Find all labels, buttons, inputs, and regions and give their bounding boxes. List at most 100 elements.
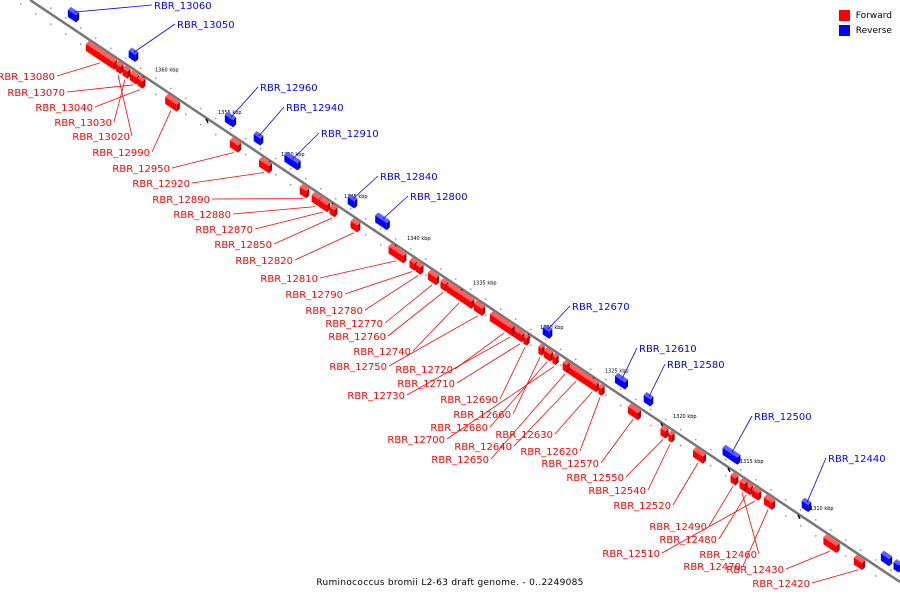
tick-mark [797, 514, 801, 520]
gene-label: RBR_12720 [395, 365, 453, 376]
tick-label: 1335 kbp [473, 280, 497, 286]
legend-reverse: Reverse [838, 23, 892, 38]
track-dot [200, 123, 202, 126]
gene-label: RBR_12420 [752, 579, 810, 590]
forward-gene [730, 472, 739, 486]
track-dot [185, 113, 187, 116]
leader-line [73, 4, 153, 13]
leader-line [406, 336, 511, 396]
track-dot [425, 258, 427, 260]
track-dot [215, 133, 217, 136]
track-dot [260, 147, 262, 150]
track-dot [815, 519, 817, 521]
leader-line [258, 106, 285, 137]
track-dot [140, 67, 142, 70]
track-dot [440, 268, 442, 270]
reverse-gene [880, 550, 893, 567]
track-dot [335, 198, 337, 200]
gene-label: RBR_12730 [347, 391, 405, 402]
gene-label: RBR_13080 [0, 72, 55, 83]
tick-label: 1330 kbp [540, 325, 564, 331]
forward-gene [115, 60, 124, 75]
gene-label: RBR_13020 [72, 132, 130, 143]
track-dot [740, 468, 742, 471]
reverse-gene [67, 6, 80, 23]
leader-line [490, 373, 566, 460]
track-dot [785, 499, 787, 501]
track-dot [95, 37, 97, 39]
gene-label: RBR_12670 [572, 302, 630, 313]
leader-line [117, 74, 133, 137]
leader-line [171, 152, 235, 169]
track-dot [80, 27, 82, 29]
reverse-gene [893, 559, 900, 573]
leader-line [489, 361, 548, 428]
gene-label: RBR_12520 [613, 501, 671, 512]
gene-label: RBR_12750 [329, 362, 387, 373]
track-dot [275, 173, 277, 176]
leader-line [648, 363, 666, 397]
forward-gene [329, 203, 338, 218]
gene-label: RBR_12810 [260, 274, 318, 285]
tick-label: 1325 kbp [605, 369, 629, 375]
gene-label: RBR_12820 [235, 256, 293, 267]
gene-label: RBR_13070 [7, 88, 65, 99]
reverse-gene [224, 111, 237, 128]
track-dot [50, 23, 52, 25]
track-dot [395, 238, 397, 240]
track-dot [365, 234, 367, 236]
track-dot [185, 97, 187, 100]
reverse-gene [542, 324, 553, 339]
track-dot [755, 479, 757, 481]
leader-line [388, 315, 479, 367]
forward-gene [628, 403, 641, 421]
track-dot [590, 368, 592, 371]
legend: Forward Reverse [838, 8, 892, 38]
tick-label: 1345 kbp [344, 194, 368, 200]
tick-label: 1320 kbp [673, 414, 697, 420]
track-dot [290, 167, 292, 170]
track-dot [515, 318, 517, 320]
leader-line [230, 86, 259, 118]
forward-gene [552, 352, 559, 366]
forward-gene [122, 65, 131, 79]
track-dot [170, 87, 172, 90]
leader-line [513, 380, 577, 447]
gene-label: RBR_12950 [112, 164, 170, 175]
track-dot [50, 7, 52, 9]
track-dot [485, 298, 487, 300]
leader-line [352, 175, 379, 200]
legend-forward-label: Forward [855, 10, 892, 21]
reverse-gene [801, 497, 812, 513]
track-dot [695, 438, 697, 441]
forward-gene [739, 478, 748, 492]
reverse-gene [284, 151, 301, 171]
tick-label: 1360 kbp [155, 68, 179, 74]
leader-line [294, 232, 355, 261]
gene-label: RBR_13040 [35, 103, 93, 114]
gene-label: RBR_12570 [541, 459, 599, 470]
forward-gene [823, 534, 840, 554]
leader-line [412, 302, 460, 352]
tick-mark [727, 467, 731, 473]
gene-label: RBR_12920 [132, 179, 190, 190]
track-dot [650, 408, 652, 411]
track-dot [605, 394, 607, 397]
forward-gene [523, 333, 530, 346]
track-dot [380, 244, 382, 246]
track-dot [500, 308, 502, 310]
track-dot [290, 183, 292, 186]
leader-line [319, 260, 397, 279]
reverse-gene [615, 372, 628, 390]
leader-line [741, 492, 760, 555]
track-dot [125, 57, 127, 60]
genome-backbone [29, 0, 900, 584]
gene-label: RBR_12510 [602, 549, 660, 560]
track-dot [320, 188, 322, 190]
forward-gene [350, 218, 361, 233]
forward-gene [446, 282, 475, 309]
leader-line [232, 206, 316, 215]
track-dot [770, 489, 772, 491]
track-dot [305, 177, 307, 180]
